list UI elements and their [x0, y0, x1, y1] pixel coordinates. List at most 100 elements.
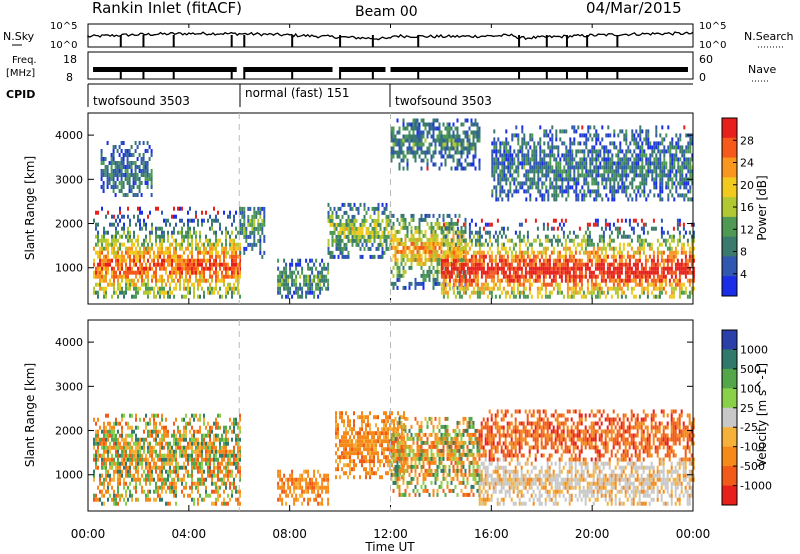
- heatmap-cell: [499, 161, 502, 166]
- heatmap-cell: [126, 157, 129, 161]
- heatmap-cell: [235, 270, 237, 275]
- heatmap-cell: [339, 234, 342, 239]
- heatmap-cell: [540, 254, 543, 259]
- heatmap-cell: [591, 161, 594, 166]
- heatmap-cell: [506, 262, 509, 267]
- heatmap-cell: [609, 189, 612, 194]
- heatmap-cell: [592, 254, 595, 259]
- heatmap-cell: [574, 274, 577, 279]
- heatmap-cell: [175, 282, 177, 287]
- heatmap-cell: [426, 273, 429, 278]
- heatmap-cell: [573, 169, 576, 174]
- heatmap-cell: [628, 254, 631, 259]
- heatmap-cell: [153, 250, 155, 255]
- heatmap-cell: [514, 270, 517, 275]
- heatmap-cell: [546, 258, 549, 263]
- heatmap-cell: [617, 165, 620, 170]
- heatmap-cell: [183, 294, 185, 299]
- heatmap-cell: [637, 165, 640, 170]
- heatmap-cell: [434, 142, 437, 147]
- heatmap-cell: [580, 270, 583, 275]
- heatmap-cell: [585, 165, 588, 170]
- heatmap-cell: [518, 290, 521, 295]
- heatmap-cell: [428, 122, 431, 127]
- heatmap-cell: [590, 286, 593, 291]
- heatmap-cell: [127, 230, 129, 235]
- heatmap-cell: [137, 286, 139, 291]
- heatmap-cell: [121, 254, 123, 259]
- heatmap-cell: [585, 141, 588, 146]
- heatmap-cell: [659, 189, 662, 194]
- heatmap-cell: [540, 266, 543, 271]
- heatmap-cell: [526, 254, 529, 259]
- heatmap-cell: [279, 278, 282, 283]
- heatmap-cell: [412, 122, 415, 127]
- heatmap-cell: [676, 282, 679, 287]
- heatmap-cell: [179, 246, 181, 251]
- heatmap-cell: [591, 157, 594, 162]
- heatmap-cell: [527, 173, 530, 178]
- heatmap-cell: [570, 250, 573, 255]
- heatmap-cell: [430, 154, 433, 159]
- heatmap-cell: [243, 226, 246, 231]
- heatmap-cell: [175, 246, 177, 251]
- heatmap-cell: [500, 262, 503, 267]
- heatmap-cell: [229, 274, 231, 279]
- heatmap-cell: [598, 294, 601, 299]
- heatmap-cell: [299, 262, 302, 267]
- heatmap-cell: [243, 230, 246, 235]
- heatmap-cell: [683, 153, 686, 158]
- heatmap-cell: [560, 266, 563, 271]
- heatmap-cell: [687, 141, 690, 146]
- heatmap-cell: [147, 266, 149, 271]
- heatmap-cell: [680, 258, 683, 263]
- heatmap-cell: [510, 238, 513, 243]
- heatmap-cell: [529, 161, 532, 166]
- heatmap-cell: [508, 294, 511, 299]
- heatmap-cell: [644, 274, 647, 279]
- heatmap-cell: [233, 258, 235, 263]
- heatmap-cell: [676, 238, 679, 243]
- heatmap-cell: [118, 145, 121, 149]
- heatmap-cell: [671, 165, 674, 170]
- heatmap-cell: [357, 234, 360, 239]
- heatmap-cell: [511, 177, 514, 182]
- heatmap-cell: [526, 250, 529, 255]
- heatmap-cell: [398, 142, 401, 147]
- heatmap-cell: [677, 145, 680, 150]
- heatmap-cell: [498, 254, 501, 259]
- heatmap-cell: [582, 274, 585, 279]
- heatmap-cell: [498, 250, 501, 255]
- heatmap-cell: [416, 142, 419, 147]
- heatmap-cell: [434, 162, 437, 167]
- heatmap-cell: [307, 290, 310, 295]
- heatmap-cell: [201, 274, 203, 279]
- heatmap-cell: [604, 270, 607, 275]
- heatmap-cell: [478, 130, 481, 135]
- heatmap-cell: [133, 278, 135, 283]
- heatmap-cell: [571, 165, 574, 170]
- heatmap-cell: [217, 238, 219, 243]
- heatmap-cell: [607, 169, 610, 174]
- heatmap-cell: [650, 266, 653, 271]
- heatmap-cell: [646, 242, 649, 247]
- heatmap-cell: [141, 254, 143, 259]
- heatmap-cell: [381, 246, 384, 251]
- heatmap-cell: [327, 266, 330, 271]
- heatmap-cell: [581, 161, 584, 166]
- heatmap-cell: [494, 266, 497, 271]
- heatmap-cell: [219, 238, 221, 243]
- heatmap-cell: [335, 234, 338, 239]
- heatmap-cell: [173, 238, 175, 243]
- heatmap-cell: [522, 238, 525, 243]
- heatmap-cell: [503, 157, 506, 162]
- heatmap-cell: [547, 189, 550, 194]
- heatmap-cell: [430, 225, 433, 230]
- heatmap-cell: [579, 141, 582, 146]
- heatmap-cell: [95, 457, 97, 462]
- heatmap-cell: [572, 270, 575, 275]
- heatmap-cell: [605, 165, 608, 170]
- heatmap-cell: [674, 286, 677, 291]
- heatmap-cell: [381, 242, 384, 247]
- heatmap-cell: [583, 133, 586, 138]
